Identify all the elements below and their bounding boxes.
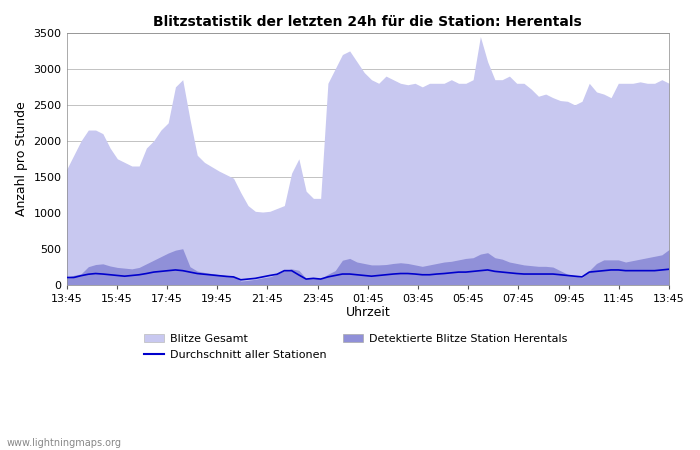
Legend: Blitze Gesamt, Durchschnitt aller Stationen, Detektierte Blitze Station Herental: Blitze Gesamt, Durchschnitt aller Statio… <box>144 334 567 360</box>
Title: Blitzstatistik der letzten 24h für die Station: Herentals: Blitzstatistik der letzten 24h für die S… <box>153 15 582 29</box>
Text: www.lightningmaps.org: www.lightningmaps.org <box>7 438 122 448</box>
X-axis label: Uhrzeit: Uhrzeit <box>346 306 390 320</box>
Y-axis label: Anzahl pro Stunde: Anzahl pro Stunde <box>15 101 28 216</box>
